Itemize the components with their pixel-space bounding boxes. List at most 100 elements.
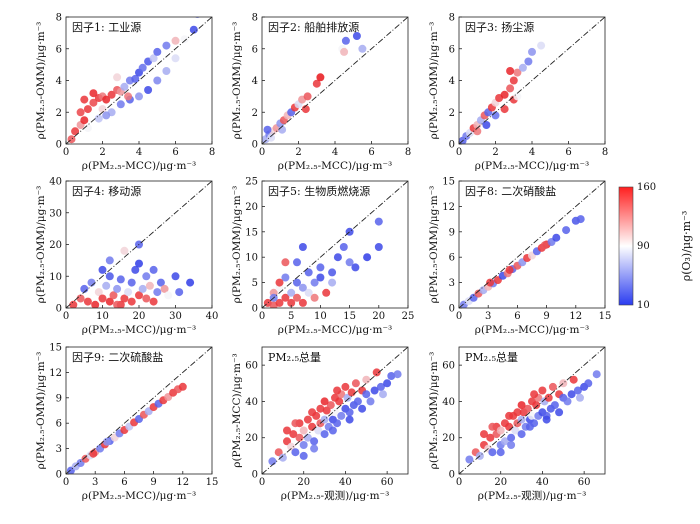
data-point [98, 105, 107, 114]
x-tick-label: 2 [99, 147, 105, 158]
data-point [537, 41, 546, 50]
x-tick-label: 6 [368, 147, 374, 158]
y-tick-label: 3 [449, 278, 455, 289]
data-point [180, 35, 189, 44]
one-to-one-line [261, 346, 409, 475]
x-tick-label: 0 [456, 477, 462, 488]
x-tick-label: 25 [402, 311, 415, 322]
data-point [105, 297, 114, 306]
data-points [66, 382, 187, 474]
y-tick-label: 2 [252, 108, 258, 119]
data-point [569, 375, 578, 384]
data-point [513, 92, 522, 101]
x-axis-label: ρ(PM₂.₅-观测)/μg·m⁻³ [478, 489, 587, 502]
y-tick-label: 40 [49, 177, 62, 188]
y-tick-label: 10 [245, 253, 258, 264]
panel-title: 因子2: 船舶排放源 [268, 20, 359, 34]
data-point [513, 68, 522, 77]
data-point [149, 297, 158, 306]
y-tick-label: 4 [56, 76, 62, 87]
plot-frame [261, 346, 409, 475]
data-point [303, 415, 312, 424]
data-point [144, 86, 153, 94]
x-tick-label: 12 [569, 311, 582, 322]
data-point [135, 92, 143, 101]
data-point [283, 426, 291, 435]
data-point [517, 401, 526, 410]
data-point [178, 382, 187, 391]
y-tick-label: 4 [252, 76, 258, 87]
x-tick-label: 6 [565, 147, 571, 158]
data-point [518, 63, 527, 72]
data-point [113, 284, 122, 293]
panel-6: 0 3 6 9 12 15 0 3 6 9 12 15 因子8: 二次硝酸盐 ρ(PM₂.₅-MCC)/μ… [428, 177, 611, 337]
data-point [316, 73, 325, 82]
data-point [320, 397, 329, 406]
data-point [500, 90, 509, 99]
x-axis-label: ρ(PM₂.₅-MCC)/μg·m⁻³ [82, 160, 196, 172]
data-point [352, 32, 361, 40]
data-point [393, 370, 402, 379]
data-point [358, 404, 367, 413]
y-tick-label: 3 [56, 444, 62, 455]
data-point [505, 265, 514, 274]
x-tick-label: 0 [63, 311, 69, 322]
panel-title: 因子4: 移动源 [72, 184, 141, 198]
x-tick-label: 60 [578, 477, 591, 488]
x-tick-label: 20 [133, 311, 146, 322]
panel-title: 因子9: 二次硫酸盐 [72, 350, 163, 364]
data-point [105, 272, 114, 281]
data-point [186, 278, 195, 287]
panel-1: 0 2 4 6 8 0 2 4 6 8 因子1: 工业源 ρ(PM₂.₅-MCC)/μg·m⁻³ ρ(P… [35, 13, 215, 173]
plot-frame [261, 180, 409, 309]
data-point [274, 448, 283, 457]
data-point [153, 47, 162, 56]
data-point [374, 243, 383, 251]
data-point [131, 74, 140, 83]
x-tick-label: 0 [456, 147, 462, 158]
data-point [507, 433, 516, 442]
data-point [506, 67, 515, 75]
data-point [278, 453, 287, 462]
data-point [552, 233, 561, 242]
data-point [91, 300, 100, 308]
data-point [283, 437, 291, 446]
data-point [281, 293, 290, 302]
data-point [83, 105, 92, 114]
y-tick-label: 0 [449, 140, 455, 151]
data-point [337, 411, 346, 420]
y-axis-label: ρ(PM₂.₅-MCC)/μg·m⁻³ [231, 353, 243, 467]
data-point [195, 17, 200, 18]
data-point [379, 390, 387, 399]
data-point [486, 433, 495, 442]
x-tick-label: 40 [206, 311, 219, 322]
y-tick-label: 5 [252, 278, 258, 289]
data-point [275, 298, 284, 307]
one-to-one-line [261, 16, 409, 145]
y-tick-label: 8 [449, 13, 455, 24]
data-points [67, 17, 200, 144]
data-point [500, 437, 509, 446]
data-point [89, 98, 98, 107]
data-point [465, 455, 474, 464]
data-point [275, 278, 284, 287]
y-tick-label: 12 [442, 202, 455, 213]
y-tick-label: 6 [56, 44, 62, 55]
data-point [171, 272, 180, 281]
data-point [94, 114, 103, 123]
colorbar-tick-bottom: 10 [637, 300, 650, 311]
data-point [263, 125, 272, 134]
data-point [175, 288, 184, 297]
y-tick-label: 40 [442, 397, 455, 408]
y-tick-label: 15 [245, 227, 258, 238]
data-point [299, 426, 308, 435]
data-point [362, 390, 371, 399]
data-point [353, 397, 362, 406]
y-tick-label: 15 [49, 343, 62, 354]
data-point [513, 408, 522, 417]
data-point [548, 382, 557, 391]
data-point [511, 426, 520, 435]
x-tick-label: 0 [63, 147, 69, 158]
data-point [149, 265, 158, 274]
